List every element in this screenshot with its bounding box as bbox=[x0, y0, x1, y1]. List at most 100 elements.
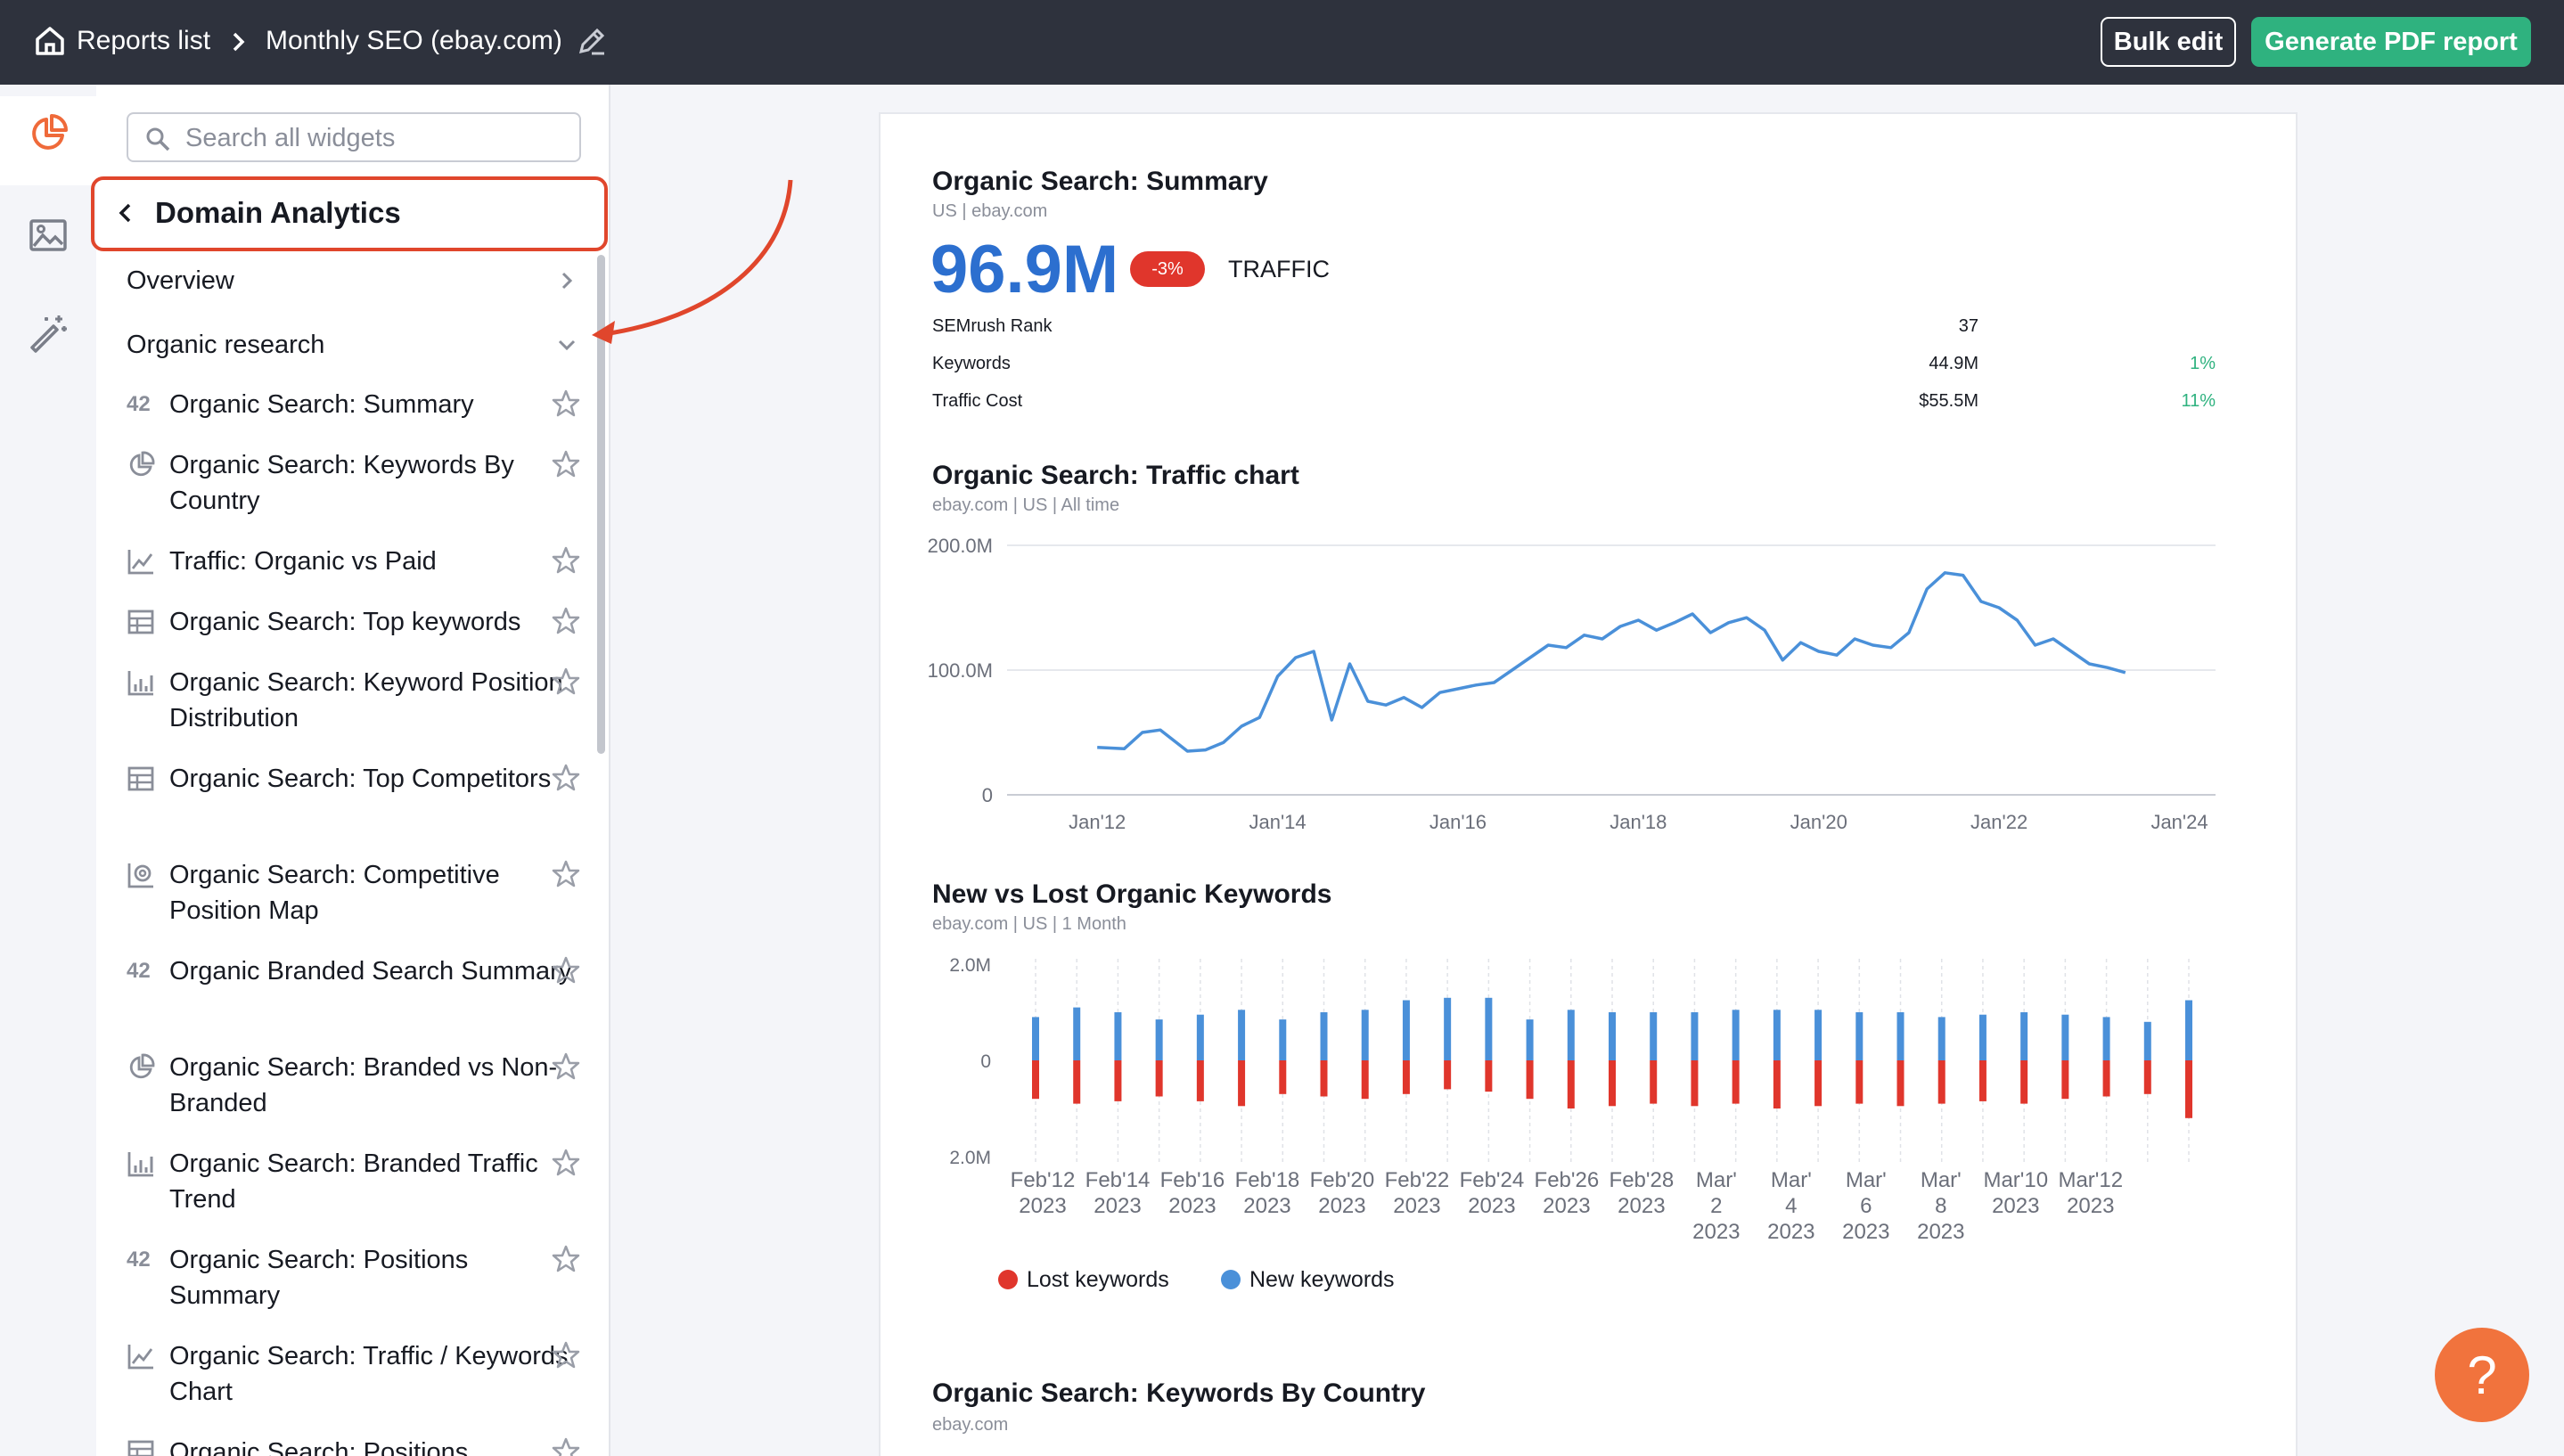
x-tick-line: 2023 bbox=[1917, 1220, 1964, 1244]
x-tick-line: 2023 bbox=[1168, 1194, 1216, 1218]
x-tick-line: 2023 bbox=[1767, 1220, 1814, 1244]
position-map-icon bbox=[127, 863, 153, 888]
nav-overview[interactable]: Overview bbox=[127, 266, 234, 295]
lost-keywords-bar bbox=[1032, 1060, 1039, 1100]
new-keywords-bar bbox=[1691, 1012, 1699, 1060]
widget-label: Organic Search: Branded vs Non-Branded bbox=[169, 1053, 558, 1117]
x-tick-line: 2023 bbox=[1243, 1194, 1290, 1218]
widget-label: Organic Search: Branded Traffic Trend bbox=[169, 1149, 538, 1214]
magic-wand-icon[interactable] bbox=[27, 312, 70, 355]
y-tick-label: 0 bbox=[982, 784, 993, 806]
x-tick-label: Jan'24 bbox=[2150, 811, 2208, 833]
widget-label: Traffic: Organic vs Paid bbox=[169, 547, 437, 576]
x-tick-label: Feb'26 2023 bbox=[1535, 1168, 1600, 1218]
breadcrumb-report-name: Monthly SEO (ebay.com) bbox=[266, 26, 562, 55]
new-keywords-bar bbox=[1814, 1010, 1823, 1060]
x-tick-label: Jan'18 bbox=[1610, 811, 1667, 833]
lost-keywords-bar bbox=[1855, 1060, 1864, 1104]
new-keywords-bar bbox=[1609, 1012, 1616, 1060]
star-icon[interactable] bbox=[551, 389, 581, 419]
x-tick-line: Feb'12 bbox=[1011, 1168, 1076, 1192]
x-tick-label: Feb'22 2023 bbox=[1385, 1168, 1450, 1218]
x-tick-line: 2023 bbox=[1618, 1194, 1665, 1218]
domain-analytics-header[interactable] bbox=[91, 176, 608, 251]
star-icon[interactable] bbox=[551, 1340, 581, 1370]
new-keywords-bar bbox=[1485, 997, 1493, 1060]
star-icon[interactable] bbox=[551, 1051, 581, 1082]
new-keywords-bar bbox=[1567, 1010, 1575, 1060]
lost-keywords-bar bbox=[1650, 1060, 1658, 1104]
new-keywords-bar bbox=[1032, 1017, 1039, 1060]
search-box[interactable] bbox=[127, 112, 581, 162]
star-icon[interactable] bbox=[551, 449, 581, 479]
line-chart-icon bbox=[127, 550, 153, 575]
star-icon[interactable] bbox=[551, 1148, 581, 1178]
chevron-down-icon[interactable] bbox=[556, 334, 578, 356]
bulk-edit-button[interactable]: Bulk edit bbox=[2101, 17, 2236, 67]
row-value: $55.5M bbox=[1919, 391, 1978, 411]
edit-pencil-icon[interactable] bbox=[574, 23, 610, 59]
widget-label: Organic Search: Summary bbox=[169, 390, 474, 419]
summary-row: Traffic Cost $55.5M 11% bbox=[932, 383, 2216, 419]
x-tick-line: Feb'16 bbox=[1160, 1168, 1225, 1192]
y-tick-label: 0 bbox=[980, 1051, 991, 1072]
breadcrumb-reports-list[interactable]: Reports list bbox=[77, 26, 211, 55]
new-keywords-bar bbox=[1444, 997, 1452, 1060]
lost-keywords-bar bbox=[1978, 1060, 1986, 1101]
x-tick-line: 2023 bbox=[1692, 1220, 1740, 1244]
row-label: SEMrush Rank bbox=[932, 316, 1053, 336]
x-tick-line: Mar'10 bbox=[1983, 1168, 2048, 1192]
lost-keywords-bar bbox=[1691, 1060, 1699, 1107]
chevron-left-icon[interactable] bbox=[112, 200, 139, 226]
legend-lost: Lost keywords bbox=[998, 1265, 1169, 1294]
x-tick-line: Feb'22 bbox=[1385, 1168, 1450, 1192]
sidebar-scrollbar[interactable] bbox=[597, 255, 605, 754]
generate-pdf-button[interactable]: Generate PDF report bbox=[2251, 17, 2531, 67]
nav-organic-research[interactable]: Organic research bbox=[127, 331, 325, 359]
row-change: 11% bbox=[2181, 391, 2216, 411]
x-tick-line: 2023 bbox=[1543, 1194, 1590, 1218]
legend-new: New keywords bbox=[1221, 1265, 1395, 1294]
row-value: 37 bbox=[1958, 316, 1978, 336]
lost-keywords-bar bbox=[1814, 1060, 1823, 1107]
widget-subtitle: ebay.com | US | All time bbox=[932, 495, 1120, 515]
image-icon[interactable] bbox=[27, 214, 70, 257]
x-tick-label: Feb'20 2023 bbox=[1310, 1168, 1375, 1218]
x-tick-label: Jan'12 bbox=[1069, 811, 1126, 833]
star-icon[interactable] bbox=[551, 545, 581, 576]
new-keywords-bar bbox=[2143, 1021, 2151, 1060]
x-tick-line: Mar'12 bbox=[2058, 1168, 2123, 1192]
x-tick-line: Mar' bbox=[1771, 1168, 1812, 1192]
x-tick-line: 2023 bbox=[1019, 1194, 1066, 1218]
home-icon[interactable] bbox=[32, 23, 68, 59]
pie-chart-icon[interactable] bbox=[27, 112, 70, 155]
star-icon[interactable] bbox=[551, 763, 581, 793]
x-tick-line: 2023 bbox=[1992, 1194, 2039, 1218]
line-chart-icon bbox=[127, 1345, 153, 1370]
help-button[interactable]: ? bbox=[2435, 1328, 2529, 1422]
traffic-label: TRAFFIC bbox=[1228, 256, 1330, 282]
x-tick-line: Feb'14 bbox=[1085, 1168, 1151, 1192]
star-icon[interactable] bbox=[551, 955, 581, 986]
star-icon[interactable] bbox=[551, 667, 581, 697]
new-keywords-bar bbox=[1978, 1014, 1986, 1060]
lost-keywords-bar bbox=[1073, 1060, 1081, 1104]
star-icon[interactable] bbox=[551, 859, 581, 889]
legend-label: New keywords bbox=[1249, 1267, 1395, 1292]
search-input[interactable] bbox=[185, 121, 569, 155]
row-label: Keywords bbox=[932, 354, 1011, 373]
lost-keywords-bar bbox=[1937, 1060, 1946, 1104]
new-keywords-bar bbox=[2020, 1012, 2028, 1060]
annotation-arrow-icon bbox=[592, 179, 793, 344]
chevron-right-icon[interactable] bbox=[556, 270, 578, 291]
star-icon[interactable] bbox=[551, 1436, 581, 1456]
star-icon[interactable] bbox=[551, 1244, 581, 1274]
star-icon[interactable] bbox=[551, 606, 581, 636]
lost-keywords-bar bbox=[2102, 1060, 2110, 1097]
new-keywords-bar bbox=[1155, 1019, 1163, 1060]
bar-chart-icon bbox=[127, 1152, 153, 1177]
x-tick-label: Mar' 4 2023 bbox=[1767, 1168, 1814, 1244]
y-tick-label: 200.0M bbox=[928, 535, 993, 557]
bar-chart-icon bbox=[127, 671, 153, 696]
